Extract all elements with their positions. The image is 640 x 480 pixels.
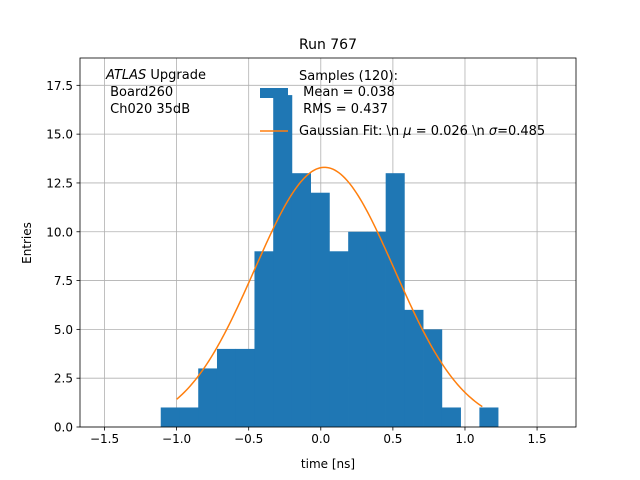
x-tick-label: 0.5 (383, 432, 402, 446)
y-tick-label: 2.5 (54, 372, 73, 386)
legend-fit-prefix: Gaussian Fit: \n (299, 124, 403, 139)
histogram-bar (366, 231, 386, 427)
y-axis-ticks: 0.0 2.5 5.0 7.5 10.0 12.5 15.0 17.5 (46, 79, 80, 435)
histogram-bar (441, 407, 461, 427)
histogram-bar (198, 368, 218, 427)
histogram-bar (273, 95, 293, 427)
atlas-label: ATLAS (105, 68, 146, 83)
y-tick-label: 5.0 (54, 323, 73, 337)
x-axis-ticks: −1.5 −1.0 −0.5 0.0 0.5 1.0 1.5 (90, 427, 547, 446)
x-axis-label: time [ns] (301, 457, 355, 471)
annotation-line-2: Board260 (106, 85, 173, 100)
histogram-bar (479, 407, 499, 427)
legend-fit-mid: = 0.026 \n (412, 124, 489, 139)
legend-fit-label: Gaussian Fit: \n μ = 0.026 \n σ=0.485 (299, 124, 545, 139)
legend-samples-line-1: Samples (120): (299, 69, 398, 84)
histogram-bar (310, 192, 330, 427)
y-tick-label: 15.0 (46, 128, 73, 142)
histogram-bar (216, 348, 237, 427)
y-tick-label: 12.5 (46, 176, 73, 190)
legend-samples-swatch (260, 88, 288, 98)
x-tick-label: −0.5 (234, 432, 263, 446)
histogram-bar (348, 231, 368, 427)
atlas-annotation: ATLAS Upgrade Board260 Ch020 35dB (105, 68, 206, 117)
histogram-bar (254, 251, 274, 427)
y-tick-label: 10.0 (46, 225, 73, 239)
annotation-line-3: Ch020 35dB (106, 102, 190, 117)
annotation-line-1: ATLAS Upgrade (105, 68, 206, 83)
x-tick-label: −1.0 (162, 432, 191, 446)
x-tick-label: 1.0 (455, 432, 474, 446)
plot-frame (79, 57, 577, 428)
legend-fit-suffix: =0.485 (497, 124, 545, 139)
legend: Samples (120): Mean = 0.038 RMS = 0.437 … (260, 69, 545, 139)
x-tick-label: 1.5 (528, 432, 547, 446)
histogram-bar (404, 309, 424, 427)
histogram-bar (329, 251, 349, 427)
x-tick-label: 0.0 (311, 432, 330, 446)
histogram-bar (423, 329, 443, 427)
histogram-bar (385, 173, 405, 427)
histogram-bars (160, 95, 499, 427)
y-tick-label: 0.0 (54, 421, 73, 435)
histogram-bar (235, 348, 255, 427)
chart-title: Run 767 (299, 37, 357, 53)
gaussian-fit-curve (176, 166, 483, 408)
x-tick-label: −1.5 (90, 432, 119, 446)
y-tick-label: 17.5 (46, 79, 73, 93)
y-tick-label: 7.5 (54, 274, 73, 288)
upgrade-label: Upgrade (146, 68, 206, 83)
legend-fit-sigma: σ (489, 124, 498, 139)
legend-samples-line-2: Mean = 0.038 (299, 85, 395, 100)
histogram-bar (179, 407, 199, 427)
histogram-bar (160, 407, 180, 427)
histogram-bar (291, 173, 311, 427)
y-axis-label: Entries (20, 222, 34, 264)
legend-samples-line-3: RMS = 0.437 (299, 102, 388, 117)
legend-fit-mu: μ (402, 124, 411, 139)
